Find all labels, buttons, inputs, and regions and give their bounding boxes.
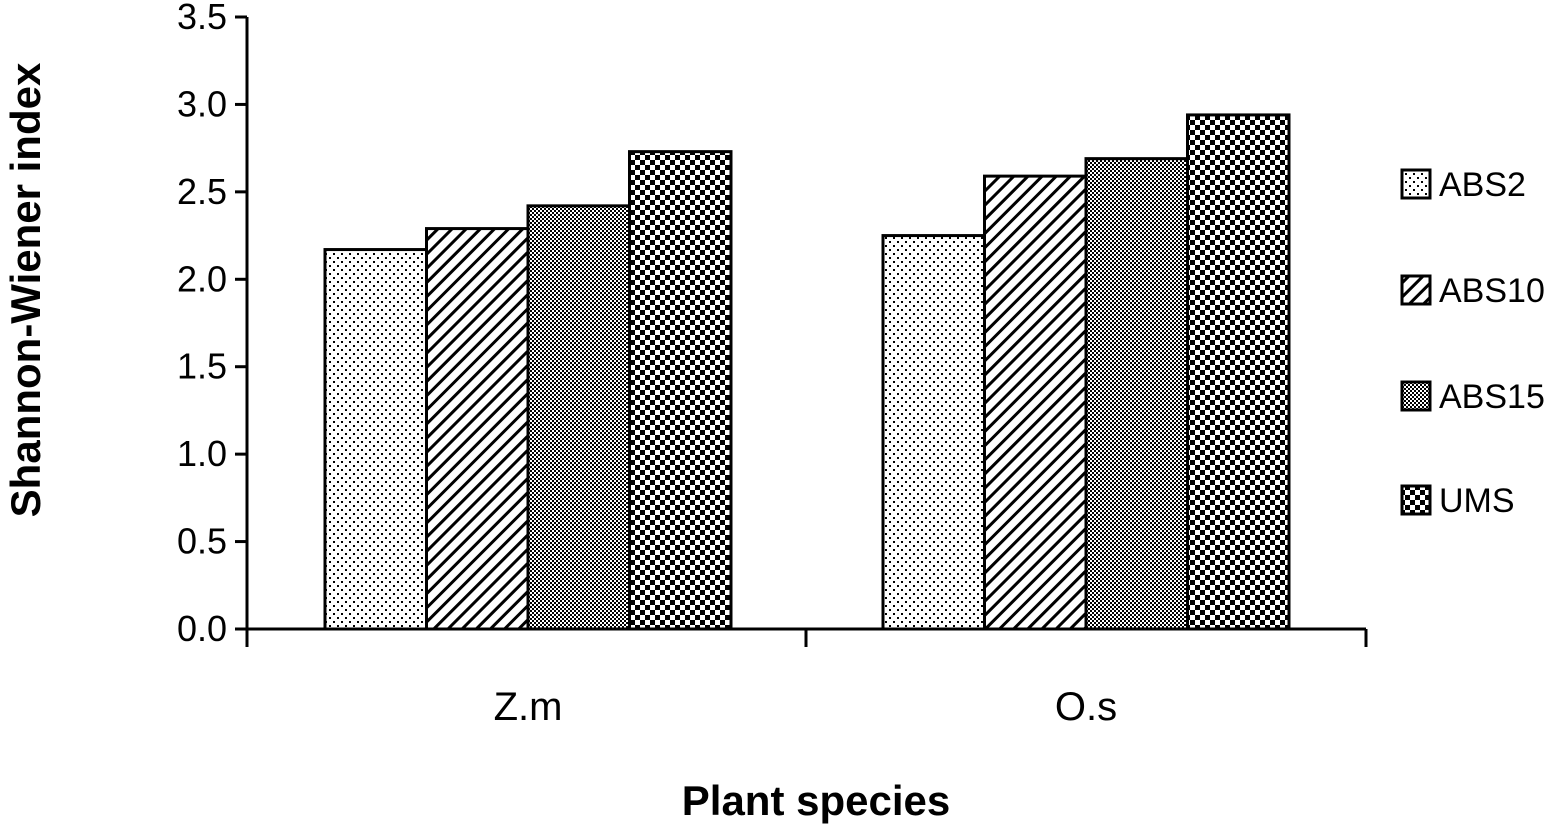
bar-ums-os	[1186, 113, 1291, 631]
y-tick-label: 3.0	[177, 83, 227, 124]
legend-label-abs15: ABS15	[1439, 378, 1545, 416]
bar-abs10-os	[983, 174, 1088, 631]
legend-label-abs2: ABS2	[1439, 166, 1526, 204]
legend-swatch-ums	[1400, 484, 1432, 516]
x-axis: Z.m O.s	[235, 627, 1368, 729]
legend-swatch-abs15	[1400, 380, 1432, 412]
x-category-label: Z.m	[494, 685, 563, 729]
legend-swatch-abs2	[1400, 168, 1432, 200]
bar-abs10-zm	[425, 227, 530, 631]
legend-label-ums: UMS	[1439, 482, 1515, 520]
y-tick-label: 2.0	[177, 258, 227, 299]
y-tick-label: 1.5	[177, 346, 227, 387]
bar-abs15-zm	[526, 204, 631, 631]
y-tick-label: 0.0	[177, 608, 227, 649]
bar-abs2-zm	[323, 248, 428, 631]
legend: ABS2 ABS10 ABS15 UMS	[1400, 166, 1545, 520]
y-tick-label: 3.5	[177, 0, 227, 37]
y-tick-label: 1.0	[177, 433, 227, 474]
legend-swatch-abs10	[1400, 274, 1432, 306]
bar-abs15-os	[1084, 157, 1189, 631]
y-tick-label: 0.5	[177, 521, 227, 562]
y-axis-title: Shannon-Wiener index	[2, 62, 49, 517]
x-category-label: O.s	[1055, 685, 1117, 729]
bars-group	[323, 113, 1291, 631]
bar-ums-zm	[628, 150, 733, 631]
y-axis: 0.0 0.5 1.0 1.5 2.0 2.5 3.0 3.5	[177, 0, 249, 649]
legend-label-abs10: ABS10	[1439, 272, 1545, 310]
bar-abs2-os	[881, 234, 986, 631]
x-axis-title: Plant species	[682, 777, 950, 824]
y-tick-label: 2.5	[177, 171, 227, 212]
